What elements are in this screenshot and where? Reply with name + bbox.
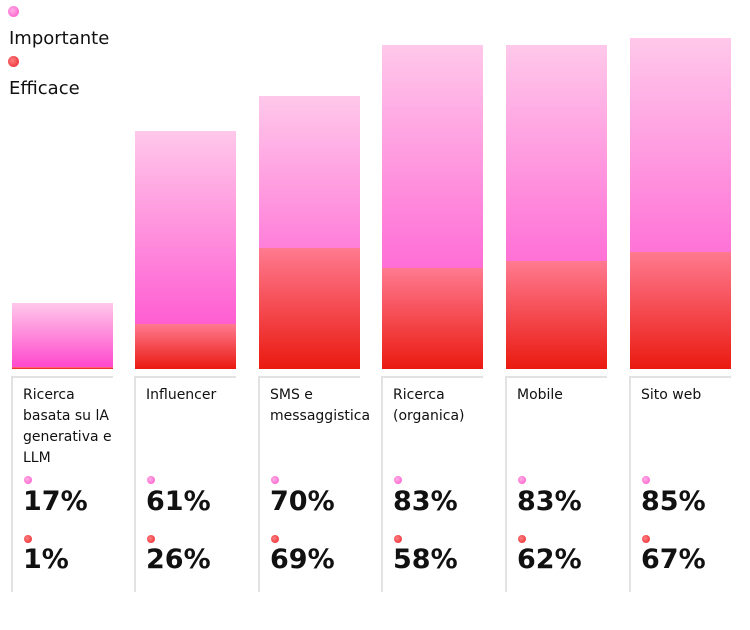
pink-dot-icon	[394, 476, 402, 484]
red-dot-icon	[147, 535, 155, 543]
category-label: Ricerca basata su lA generativa e LLM	[23, 387, 112, 466]
category-card: Ricerca (organica) 83% 58%	[381, 376, 483, 592]
data-label-efficace: 58%	[393, 544, 458, 575]
bar-efficace	[630, 251, 731, 369]
pink-dot-icon	[24, 476, 32, 484]
category-label: Influencer	[146, 387, 217, 403]
pink-dot-icon	[271, 476, 279, 484]
data-label-efficace: 62%	[517, 544, 582, 575]
category-card: SMS e messaggistica 70% 69%	[258, 376, 370, 592]
category-label: SMS e messaggistica	[270, 387, 371, 424]
data-label-efficace: 69%	[270, 544, 335, 575]
pink-dot-icon	[518, 476, 526, 484]
category-card: Sito web 85% 67%	[629, 376, 731, 592]
data-label-importante: 85%	[641, 486, 706, 517]
pink-dot-icon	[8, 6, 19, 17]
bar-efficace	[12, 367, 113, 369]
bar-efficace	[382, 267, 483, 369]
red-dot-icon	[518, 535, 526, 543]
data-label-importante: 83%	[517, 486, 582, 517]
red-dot-icon	[8, 56, 19, 67]
category-card: Mobile 83% 62%	[505, 376, 607, 592]
red-dot-icon	[271, 535, 279, 543]
category-label: Ricerca (organica)	[393, 387, 465, 424]
red-dot-icon	[642, 535, 650, 543]
category-label: Sito web	[641, 387, 702, 403]
bar-efficace	[506, 260, 607, 369]
category-label: Mobile	[517, 387, 563, 403]
category-card: Ricerca basata su lA generativa e LLM 17…	[11, 376, 113, 592]
category-card: Influencer 61% 26%	[134, 376, 236, 592]
pink-dot-icon	[147, 476, 155, 484]
red-dot-icon	[24, 535, 32, 543]
legend-label: Importante	[9, 28, 110, 49]
legend-label: Efficace	[9, 78, 80, 99]
data-label-importante: 83%	[393, 486, 458, 517]
bar-efficace	[135, 323, 236, 369]
data-label-importante: 17%	[23, 486, 88, 517]
pink-dot-icon	[642, 476, 650, 484]
data-label-efficace: 26%	[146, 544, 211, 575]
data-label-importante: 70%	[270, 486, 335, 517]
data-label-importante: 61%	[146, 486, 211, 517]
bar-importante	[12, 302, 113, 369]
bar-efficace	[259, 248, 360, 369]
red-dot-icon	[394, 535, 402, 543]
data-label-efficace: 67%	[641, 544, 706, 575]
data-label-efficace: 1%	[23, 544, 69, 575]
